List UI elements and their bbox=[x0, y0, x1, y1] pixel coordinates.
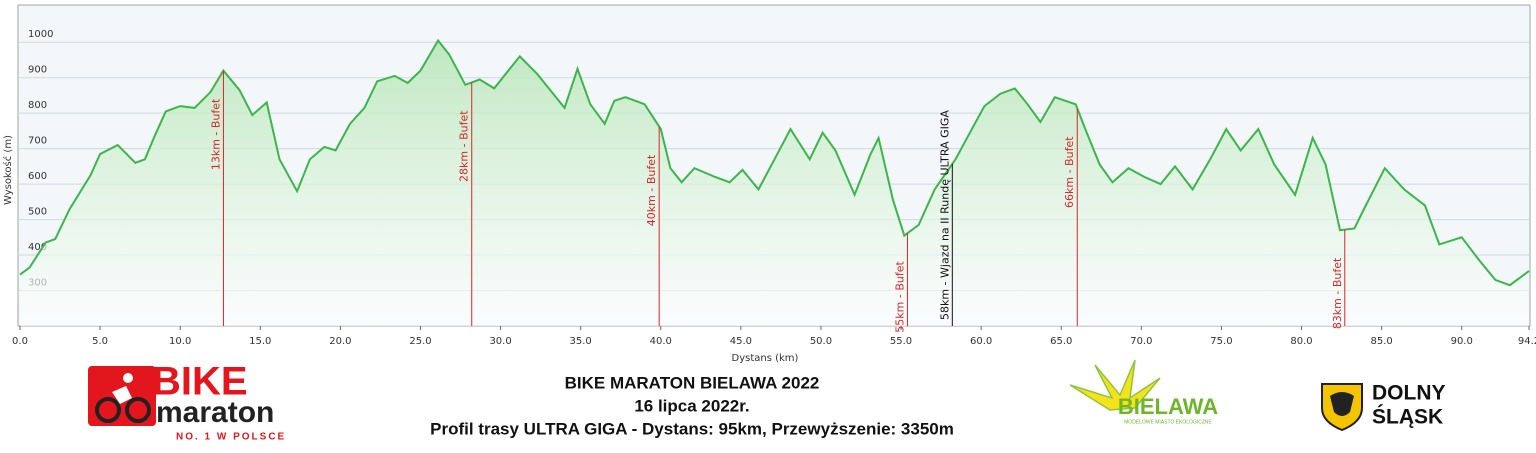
y-tick-label: 1000 bbox=[28, 29, 53, 40]
logo-sun bbox=[1069, 359, 1161, 411]
logo-rider bbox=[112, 386, 132, 404]
elevation-area bbox=[20, 40, 1529, 326]
x-tick-label: 60.0 bbox=[970, 336, 992, 347]
x-tick-label: 65.0 bbox=[1050, 336, 1072, 347]
x-tick-label: 70.0 bbox=[1130, 336, 1152, 347]
x-tick-label: 75.0 bbox=[1210, 336, 1232, 347]
x-tick-label: 15.0 bbox=[249, 336, 271, 347]
logo-wheel bbox=[125, 397, 151, 423]
title: BIKE MARATON BIELAWA 2022 bbox=[565, 373, 820, 392]
x-tick-label: 90.0 bbox=[1451, 336, 1473, 347]
station-label: 83km - Bufet bbox=[1331, 257, 1344, 329]
dolny-slask-logo: DOLNY ŚLĄSK bbox=[1321, 382, 1446, 432]
elevation-line bbox=[19, 38, 1530, 287]
logo-rider bbox=[123, 373, 133, 383]
station-label: 66km - Bufet bbox=[1063, 136, 1076, 208]
logo-dolny: DOLNY bbox=[1372, 382, 1446, 405]
x-tick-label: 80.0 bbox=[1290, 336, 1312, 347]
x-tick-label: 30.0 bbox=[489, 336, 511, 347]
y-tick-label: 700 bbox=[28, 136, 47, 147]
x-tick-label: 5.0 bbox=[92, 336, 108, 347]
x-tick-label: 25.0 bbox=[409, 336, 431, 347]
y-tick-label: 800 bbox=[28, 100, 47, 111]
station-label: 13km - Bufet bbox=[209, 98, 222, 170]
logo-maraton: maraton bbox=[156, 396, 274, 429]
x-tick-label: 45.0 bbox=[730, 336, 752, 347]
logo-bielawa: BIELAWA bbox=[1118, 394, 1218, 419]
y-tick-label: 400 bbox=[28, 242, 47, 253]
x-tick-label: 20.0 bbox=[329, 336, 351, 347]
x-axis-title: Dystans (km) bbox=[732, 353, 799, 364]
logo-slask: ŚLĄSK bbox=[1372, 405, 1443, 429]
bike-logo: BIKE maraton NO. 1 W POLSCE bbox=[88, 360, 286, 443]
station-label: 55km - Bufet bbox=[893, 261, 906, 333]
logo-eagle bbox=[1330, 392, 1354, 416]
y-tick-label: 600 bbox=[28, 171, 47, 182]
x-tick-label: 40.0 bbox=[650, 336, 672, 347]
station-label: 58km - Wjazd na II Rundę ULTRA GIGA bbox=[938, 110, 951, 320]
station-label: 40km - Bufet bbox=[645, 154, 658, 226]
subtitle: 16 lipca 2022r. bbox=[634, 396, 749, 415]
x-tick-label: 55.0 bbox=[890, 336, 912, 347]
x-tick-label: 35.0 bbox=[570, 336, 592, 347]
logo-tagline: NO. 1 W POLSCE bbox=[176, 432, 286, 443]
x-tick-label: 94.2 bbox=[1518, 336, 1536, 347]
y-axis-title: Wysokość (m) bbox=[2, 135, 14, 205]
x-tick-label: 10.0 bbox=[169, 336, 191, 347]
y-tick-label: 900 bbox=[28, 65, 47, 76]
description: Profil trasy ULTRA GIGA - Dystans: 95km,… bbox=[430, 419, 954, 438]
x-tick-label: 0.0 bbox=[12, 336, 28, 347]
x-tick-label: 50.0 bbox=[810, 336, 832, 347]
logo-bike: BIKE bbox=[152, 360, 248, 404]
logo-wheel bbox=[95, 397, 121, 423]
x-tick-label: 85.0 bbox=[1370, 336, 1392, 347]
bielawa-logo: BIELAWA MODELOWE MIASTO EKOLOGICZNE bbox=[1069, 359, 1218, 425]
station-label: 28km - Bufet bbox=[458, 110, 471, 182]
logo-bielawa-tagline: MODELOWE MIASTO EKOLOGICZNE bbox=[1124, 419, 1212, 425]
y-tick-label: 500 bbox=[28, 207, 47, 218]
